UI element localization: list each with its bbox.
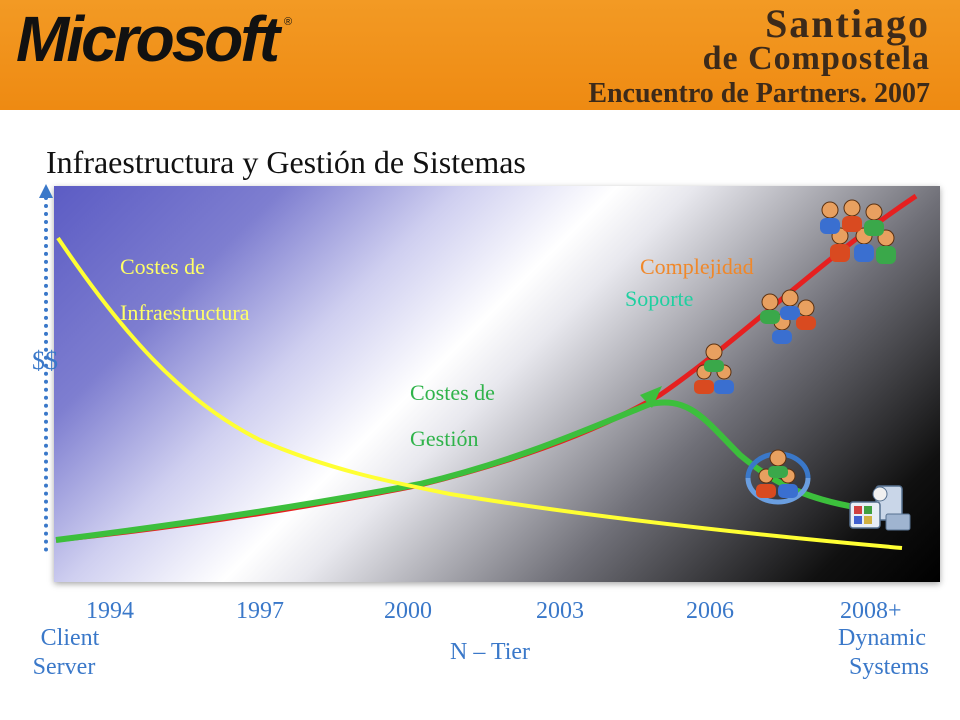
era-label-client-server: Client Server <box>14 624 114 682</box>
people-group-icon <box>745 449 811 505</box>
era-left-line2: Server <box>32 653 96 680</box>
year-tick: 2000 <box>384 598 432 624</box>
label-soporte: Soporte <box>625 286 694 311</box>
people-group-icon <box>820 199 896 264</box>
y-axis-line <box>44 196 48 552</box>
label-gestion-line2: Gestión <box>410 426 479 451</box>
series-line-infraestructura <box>56 236 903 550</box>
year-tick: 1994 <box>86 598 134 624</box>
chart-area <box>54 186 940 582</box>
year-tick: 2006 <box>686 598 734 624</box>
microsoft-logo: Microsoft <box>16 3 280 75</box>
y-axis-arrow-icon <box>39 184 53 198</box>
server-icon <box>849 485 911 531</box>
year-tick: 1997 <box>236 598 284 624</box>
label-complejidad: Complejidad <box>640 254 754 279</box>
series-gestion-arrow-icon <box>640 386 662 408</box>
era-right-line2: Systems <box>848 653 929 680</box>
y-axis-label: $$ <box>32 346 58 375</box>
people-group-icon <box>694 343 734 394</box>
event-title-line2: de Compostela <box>702 40 930 77</box>
label-gestion-line1: Costes de <box>410 380 495 405</box>
header-banner: Microsoft ® Santiago de Compostela Encue… <box>0 0 960 110</box>
label-infra-line1: Costes de <box>120 254 205 279</box>
trademark-symbol: ® <box>284 16 293 28</box>
era-left-line1: Client <box>40 625 100 651</box>
people-group-icon <box>760 289 816 344</box>
label-infra-line2: Infraestructura <box>120 300 250 325</box>
event-title: Santiago de Compostela Encuentro de Part… <box>588 4 930 108</box>
era-label-dynamic-systems: Dynamic Systems <box>812 624 952 682</box>
slide-title: Infraestructura y Gestión de Sistemas <box>46 144 526 180</box>
year-tick: 2008+ <box>840 598 902 624</box>
event-title-line1: Santiago <box>765 1 930 46</box>
era-right-line1: Dynamic <box>838 625 926 651</box>
event-title-line3: Encuentro de Partners. 2007 <box>588 78 930 109</box>
era-label-n-tier: N – Tier <box>449 639 531 665</box>
year-tick: 2003 <box>536 598 584 624</box>
